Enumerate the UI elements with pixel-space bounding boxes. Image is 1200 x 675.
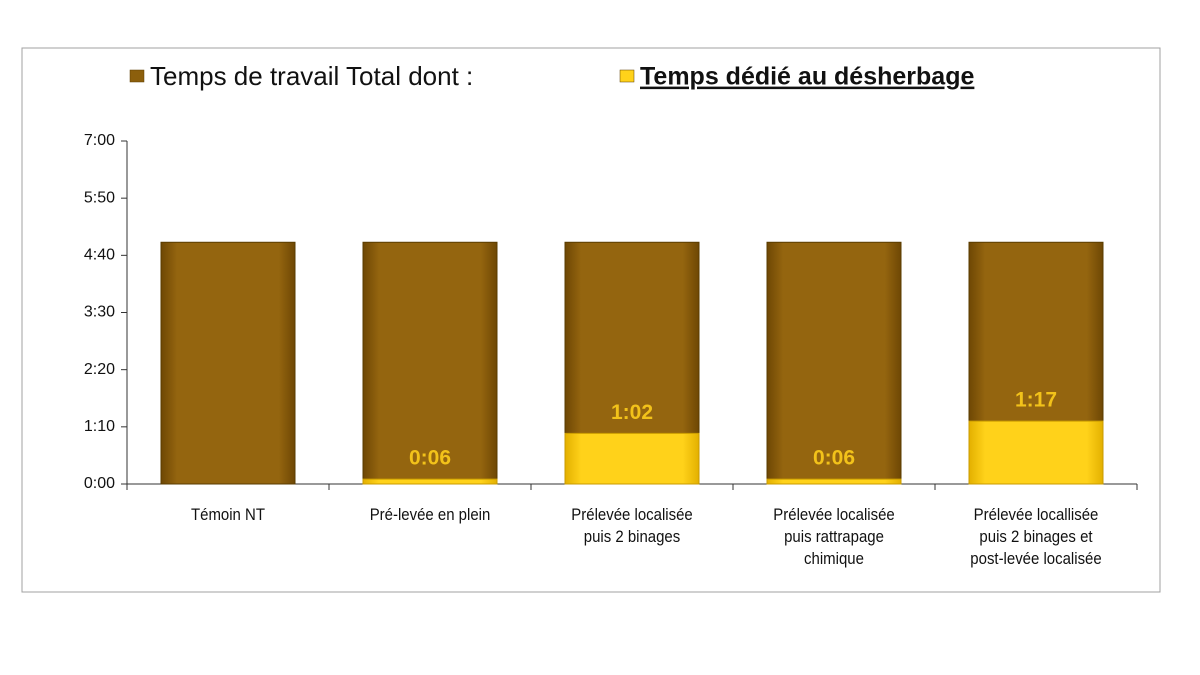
x-tick-label: Témoin NT: [190, 505, 265, 524]
value-label: 1:17: [1015, 389, 1057, 412]
legend-label: Temps de travail Total dont :: [150, 61, 473, 91]
value-label: 1:02: [611, 401, 653, 424]
x-tick-label: Prélevée localisée puis rattrapage chimi…: [773, 505, 895, 568]
bar: [362, 241, 498, 485]
y-tick-label: 0:00: [84, 475, 115, 492]
bar: [564, 432, 700, 485]
bar: [766, 241, 902, 485]
legend-swatch: [619, 69, 635, 83]
x-tick-label: Pré-levée en plein: [369, 505, 491, 524]
value-label: 0:06: [409, 447, 451, 470]
y-tick-label: 1:10: [84, 418, 115, 435]
bar: [160, 241, 296, 485]
y-tick-label: 3:30: [84, 304, 115, 321]
legend-swatch: [129, 69, 145, 83]
bar: [766, 478, 902, 485]
legend-label: Temps dédié au désherbage: [640, 63, 974, 91]
y-tick-label: 4:40: [84, 247, 115, 264]
bar: [968, 420, 1104, 485]
value-label: 0:06: [813, 447, 855, 470]
bar: [362, 478, 498, 485]
y-tick-label: 2:20: [84, 361, 115, 378]
x-tick-label: Prélevée locallisée puis 2 binages et po…: [970, 505, 1102, 568]
y-tick-label: 7:00: [84, 132, 115, 149]
y-tick-label: 5:50: [84, 189, 115, 206]
x-tick-label: Prélevée localisée puis 2 binages: [571, 505, 693, 546]
